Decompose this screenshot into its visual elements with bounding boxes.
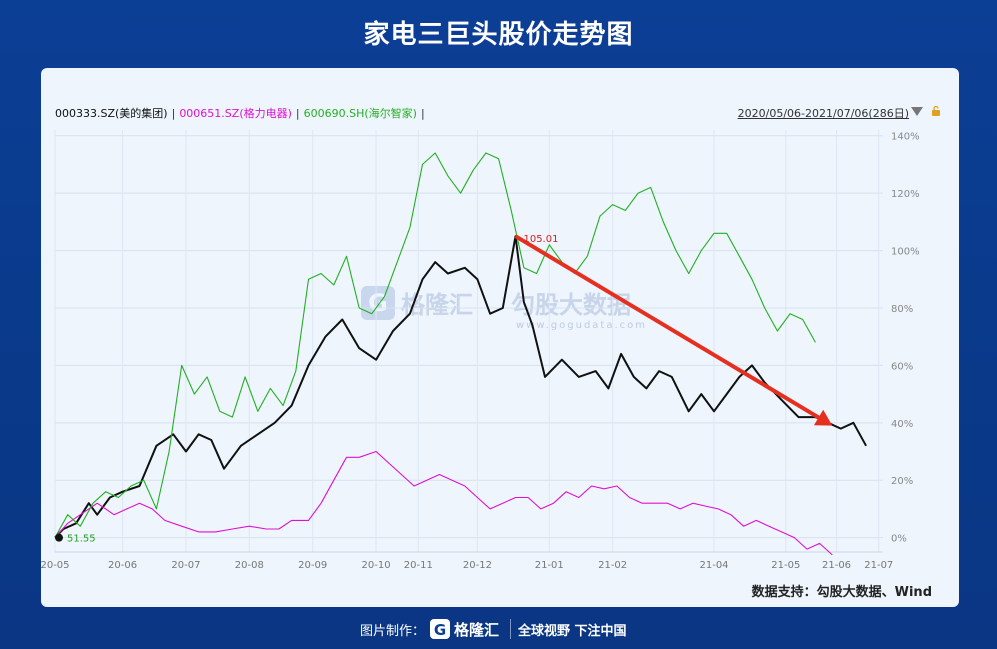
series-line-1	[54, 450, 833, 556]
gelonghui-logo-icon: G 格隆汇	[430, 619, 499, 639]
footer-divider	[510, 619, 511, 639]
page-title: 家电三巨头股价走势图	[363, 20, 634, 50]
watermark-logo-box	[361, 286, 395, 320]
y-tick-label: 60%	[891, 361, 913, 372]
x-tick-label: 20-06	[108, 560, 137, 571]
legend-separator: |	[295, 107, 300, 120]
x-tick-label: 21-01	[535, 560, 564, 571]
y-tick-label: 100%	[891, 247, 920, 258]
trend-arrowhead	[813, 409, 833, 426]
x-tick-label: 20-08	[235, 560, 264, 571]
footer-credit: 图片制作：	[360, 624, 426, 639]
legend-separator: |	[171, 107, 176, 120]
chart-legend: 000333.SZ(美的集团) | 000651.SZ(格力电器) | 600690.S…	[55, 105, 429, 121]
svg-text:格隆汇: 格隆汇	[454, 621, 499, 639]
x-tick-label: 20-07	[171, 560, 200, 571]
trend-arrow-line	[514, 234, 824, 422]
footer: 图片制作： G 格隆汇 全球视野 下注中国	[0, 615, 997, 645]
line-chart: 0% 20% 40% 60% 80% 100% 120% 140% 20-05 20-06 20-0…	[41, 130, 920, 571]
y-tick-label: 20%	[891, 476, 913, 487]
svg-text:G: G	[434, 621, 446, 639]
legend-item-gree[interactable]: 000651.SZ(格力电器)	[179, 107, 292, 120]
y-tick-label: 80%	[891, 304, 913, 315]
peak-value-label: 105.01	[523, 234, 558, 245]
x-tick-label: 20-11	[404, 560, 433, 571]
legend-item-midea[interactable]: 000333.SZ(美的集团)	[55, 107, 168, 120]
y-tick-label: 120%	[891, 189, 920, 200]
data-source-note: 数据支持：勾股大数据、Wind	[751, 585, 932, 600]
x-tick-label: 20-09	[298, 560, 327, 571]
legend-separator: |	[420, 107, 425, 120]
start-value-label: 51.55	[67, 534, 96, 545]
date-range-selector[interactable]: 2020/05/06-2021/07/06(286日)	[737, 107, 909, 120]
x-tick-label: 21-07	[864, 560, 893, 571]
x-tick-label: 20-10	[362, 560, 391, 571]
x-tick-label: 20-05	[41, 560, 70, 571]
chart-card: G 格隆汇 勾股大数据 www.gogudata.com 0% 20% 40% 60%…	[41, 68, 959, 607]
dropdown-arrow-icon[interactable]	[911, 107, 923, 116]
lock-icon[interactable]	[931, 106, 941, 116]
x-tick-label: 20-12	[463, 560, 492, 571]
start-marker	[55, 533, 63, 542]
legend-item-haier[interactable]: 600690.SH(海尔智家)	[303, 107, 417, 120]
y-tick-label: 40%	[891, 419, 913, 430]
x-tick-label: 21-06	[822, 560, 851, 571]
series-line-0	[54, 235, 867, 539]
x-tick-label: 21-02	[598, 560, 627, 571]
watermark-url: www.gogudata.com	[516, 320, 647, 331]
x-tick-label: 21-05	[771, 560, 800, 571]
watermark: G 格隆汇 勾股大数据 www.gogudata.com	[361, 286, 647, 331]
series-line-2	[54, 152, 816, 538]
watermark-logo-letter: G	[368, 289, 388, 317]
footer-slogan: 全球视野 下注中国	[518, 624, 627, 639]
watermark-brand2: 勾股大数据	[511, 291, 631, 319]
x-tick-label: 21-04	[699, 560, 728, 571]
y-tick-label: 0%	[891, 534, 907, 545]
y-tick-label: 140%	[891, 132, 920, 143]
